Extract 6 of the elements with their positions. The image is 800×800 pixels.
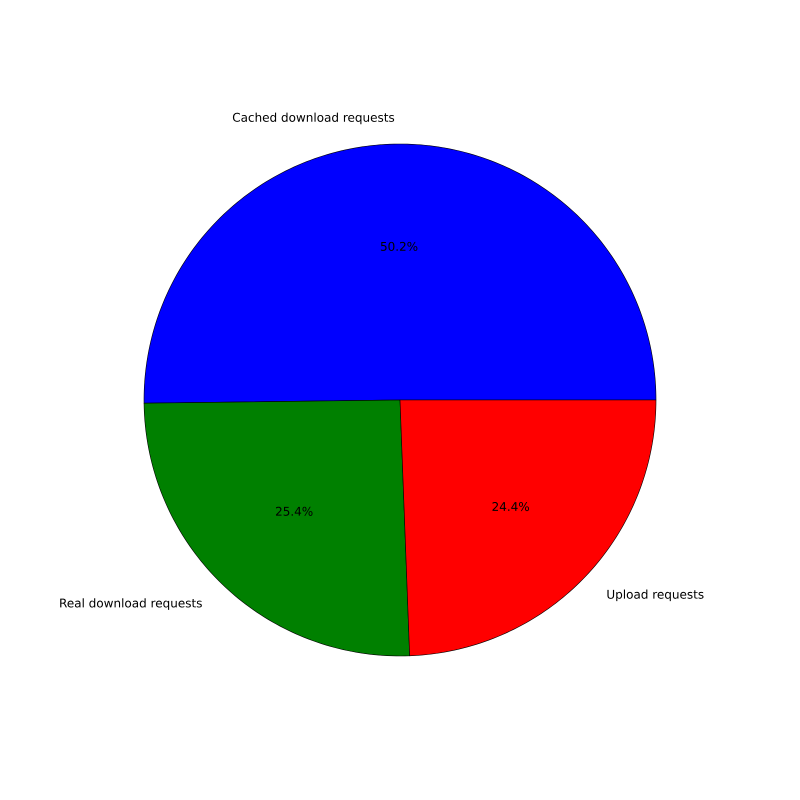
slice-label: Upload requests xyxy=(607,590,704,602)
data-label: 24.4% xyxy=(492,502,530,512)
data-label: 50.2% xyxy=(380,242,418,251)
slice-label: Real download requests xyxy=(60,598,202,610)
data-label: 25.4% xyxy=(276,506,313,516)
slice-label: Cached download requests xyxy=(232,112,394,124)
